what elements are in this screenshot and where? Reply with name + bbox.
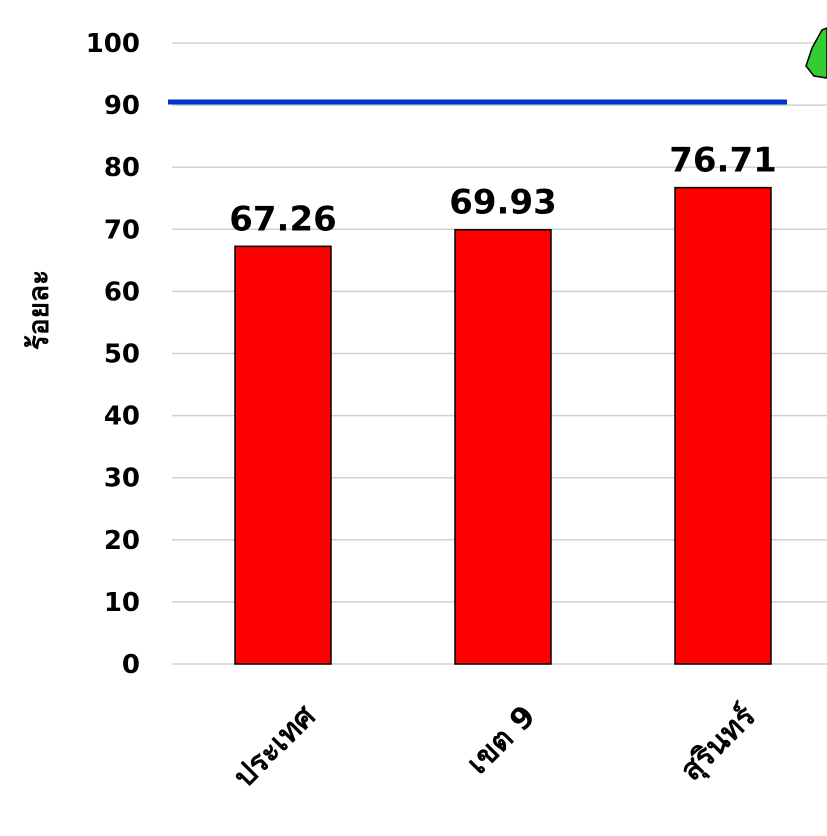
data-label: 76.71 [669,141,777,181]
y-tick-label: 70 [104,215,140,245]
data-label: 67.26 [229,199,337,239]
y-tick-label: 0 [122,650,140,680]
category-label: ประเทศ [227,698,323,794]
category-labels: ประเทศ เขต 9 สุรินทร์ [227,698,763,794]
y-tick-label: 90 [104,91,140,121]
y-axis-label: ร้อยละ [22,270,55,350]
y-tick-label: 60 [104,277,140,307]
bar [454,228,552,665]
category-label: เขต 9 [460,699,542,781]
y-tick-label: 80 [104,153,140,183]
y-tick-label: 40 [104,402,140,432]
category-label: สุรินทร์ [674,699,764,789]
y-tick-label: 20 [104,526,140,556]
y-tick-label: 10 [104,588,140,618]
y-tick-label: 100 [86,29,140,59]
y-tick-label: 50 [104,340,140,370]
bar [674,186,772,665]
y-tick-label: 30 [104,464,140,494]
bar [234,245,332,665]
y-axis-ticks: 0 10 20 30 40 50 60 70 80 90 100 [86,29,140,680]
bars [234,186,772,665]
data-labels: 67.26 69.93 76.71 [229,141,777,240]
data-label: 69.93 [449,183,557,223]
map-icon [805,27,827,79]
